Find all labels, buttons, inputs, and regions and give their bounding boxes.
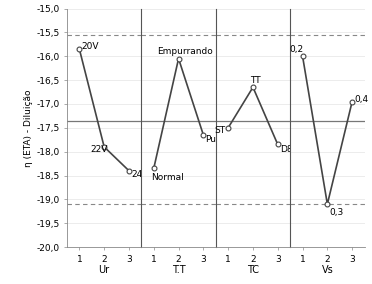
Text: Empurrando: Empurrando bbox=[157, 47, 213, 56]
Y-axis label: η (ETA) - Diluição: η (ETA) - Diluição bbox=[24, 89, 33, 166]
Text: 0,4: 0,4 bbox=[354, 95, 368, 104]
Text: TT: TT bbox=[250, 76, 261, 85]
Text: ST: ST bbox=[215, 126, 226, 135]
Text: D8: D8 bbox=[280, 145, 292, 154]
Text: 22V: 22V bbox=[90, 145, 108, 154]
Text: 0,2: 0,2 bbox=[289, 45, 303, 54]
X-axis label: TC: TC bbox=[247, 265, 259, 275]
Text: 24V: 24V bbox=[131, 170, 148, 179]
Text: Normal: Normal bbox=[151, 174, 184, 182]
Text: Puxando: Puxando bbox=[205, 135, 244, 144]
X-axis label: Vs: Vs bbox=[321, 265, 333, 275]
X-axis label: T.T: T.T bbox=[172, 265, 185, 275]
Text: 20V: 20V bbox=[81, 42, 99, 51]
X-axis label: Ur: Ur bbox=[99, 265, 110, 275]
Text: 0,3: 0,3 bbox=[329, 208, 344, 217]
